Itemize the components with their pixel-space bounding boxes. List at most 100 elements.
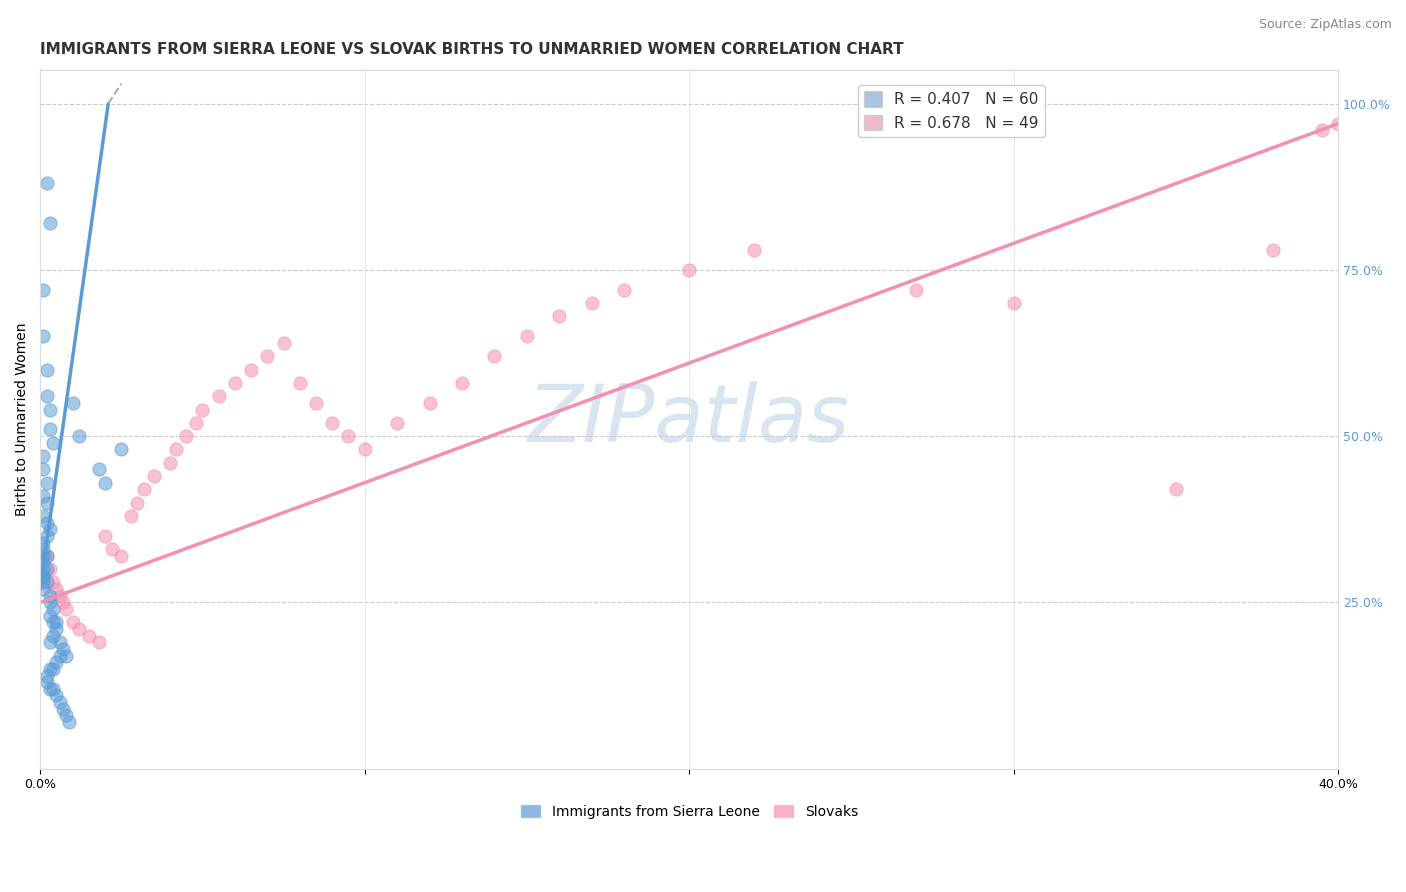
Point bbox=[38, 635, 60, 649]
Point bbox=[32, 582, 55, 596]
Point bbox=[42, 662, 65, 676]
Point bbox=[94, 529, 117, 543]
Point bbox=[45, 582, 67, 596]
Point bbox=[35, 529, 58, 543]
Point bbox=[256, 349, 278, 363]
Point bbox=[120, 508, 142, 523]
Point bbox=[288, 376, 311, 390]
Point bbox=[32, 489, 55, 503]
Point bbox=[52, 641, 75, 656]
Point bbox=[484, 349, 506, 363]
Point bbox=[42, 575, 65, 590]
Point bbox=[62, 396, 84, 410]
Point bbox=[35, 575, 58, 590]
Point bbox=[742, 243, 765, 257]
Point bbox=[35, 549, 58, 563]
Point bbox=[38, 562, 60, 576]
Point bbox=[273, 336, 295, 351]
Point bbox=[48, 589, 70, 603]
Point bbox=[32, 542, 55, 557]
Point bbox=[67, 622, 90, 636]
Point bbox=[32, 449, 55, 463]
Point bbox=[32, 329, 55, 343]
Point bbox=[32, 562, 55, 576]
Point bbox=[94, 475, 117, 490]
Point bbox=[35, 495, 58, 509]
Point bbox=[52, 595, 75, 609]
Point bbox=[38, 522, 60, 536]
Point bbox=[42, 602, 65, 616]
Point bbox=[32, 556, 55, 570]
Point bbox=[32, 462, 55, 476]
Point bbox=[35, 549, 58, 563]
Point bbox=[35, 668, 58, 682]
Point bbox=[55, 648, 77, 663]
Point bbox=[38, 681, 60, 696]
Point bbox=[35, 475, 58, 490]
Point bbox=[32, 283, 55, 297]
Text: ZIPatlas: ZIPatlas bbox=[529, 381, 851, 458]
Point bbox=[55, 602, 77, 616]
Point bbox=[42, 435, 65, 450]
Point bbox=[58, 714, 80, 729]
Point bbox=[32, 568, 55, 582]
Point bbox=[38, 402, 60, 417]
Point bbox=[305, 396, 328, 410]
Point bbox=[32, 549, 55, 563]
Legend: Immigrants from Sierra Leone, Slovaks: Immigrants from Sierra Leone, Slovaks bbox=[515, 798, 865, 824]
Text: Source: ZipAtlas.com: Source: ZipAtlas.com bbox=[1258, 18, 1392, 31]
Point bbox=[32, 575, 55, 590]
Point bbox=[67, 429, 90, 443]
Point bbox=[142, 469, 165, 483]
Point bbox=[77, 629, 100, 643]
Point bbox=[32, 508, 55, 523]
Point bbox=[159, 456, 181, 470]
Point bbox=[38, 608, 60, 623]
Point bbox=[451, 376, 474, 390]
Point bbox=[100, 542, 122, 557]
Point bbox=[35, 675, 58, 690]
Point bbox=[678, 263, 700, 277]
Point bbox=[42, 615, 65, 630]
Point bbox=[353, 442, 375, 457]
Point bbox=[87, 635, 110, 649]
Point bbox=[48, 695, 70, 709]
Point bbox=[1263, 243, 1285, 257]
Point bbox=[207, 389, 229, 403]
Point bbox=[132, 483, 155, 497]
Point bbox=[35, 562, 58, 576]
Text: IMMIGRANTS FROM SIERRA LEONE VS SLOVAK BIRTHS TO UNMARRIED WOMEN CORRELATION CHA: IMMIGRANTS FROM SIERRA LEONE VS SLOVAK B… bbox=[41, 42, 904, 57]
Point bbox=[52, 702, 75, 716]
Point bbox=[38, 662, 60, 676]
Point bbox=[548, 310, 571, 324]
Point bbox=[110, 549, 132, 563]
Point bbox=[191, 402, 214, 417]
Point bbox=[42, 629, 65, 643]
Point bbox=[55, 708, 77, 723]
Point bbox=[38, 589, 60, 603]
Point bbox=[45, 689, 67, 703]
Point bbox=[321, 416, 343, 430]
Point bbox=[62, 615, 84, 630]
Point bbox=[110, 442, 132, 457]
Point bbox=[48, 648, 70, 663]
Point bbox=[1164, 483, 1187, 497]
Point bbox=[42, 681, 65, 696]
Point bbox=[38, 422, 60, 436]
Point bbox=[127, 495, 149, 509]
Point bbox=[45, 655, 67, 669]
Point bbox=[35, 177, 58, 191]
Y-axis label: Births to Unmarried Women: Births to Unmarried Women bbox=[15, 323, 30, 516]
Point bbox=[337, 429, 360, 443]
Point bbox=[1327, 117, 1350, 131]
Point bbox=[1002, 296, 1025, 310]
Point bbox=[45, 622, 67, 636]
Point bbox=[905, 283, 928, 297]
Point bbox=[613, 283, 636, 297]
Point bbox=[224, 376, 246, 390]
Point bbox=[35, 516, 58, 530]
Point bbox=[385, 416, 408, 430]
Point bbox=[38, 216, 60, 230]
Point bbox=[419, 396, 441, 410]
Point bbox=[35, 389, 58, 403]
